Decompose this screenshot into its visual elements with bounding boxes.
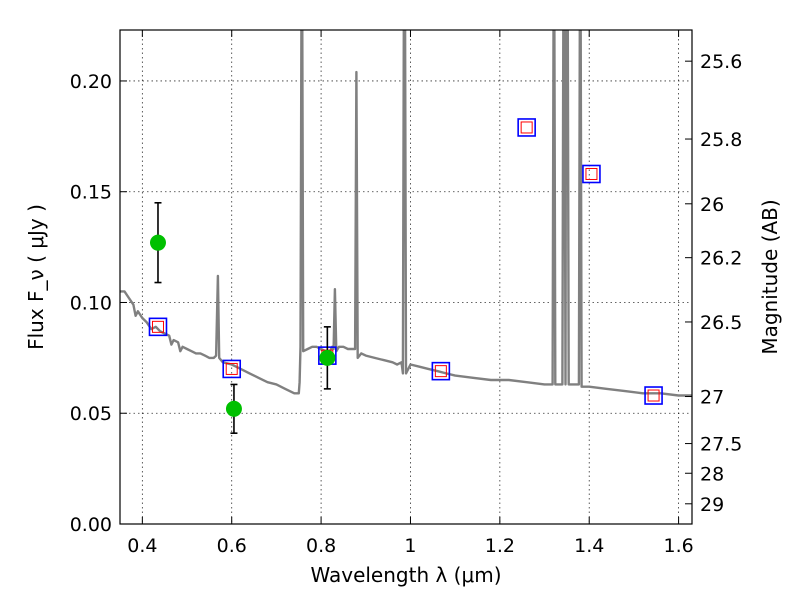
y-tick-label: 0.10 [70, 292, 112, 314]
x-tick-label: 1.4 [574, 535, 604, 557]
y-axis-right-label: Magnitude (AB) [758, 199, 782, 354]
x-axis: 0.4 0.6 0.8 1 1.2 1.4 1.6 [127, 30, 694, 557]
model-photometry-inner-square [225, 362, 238, 375]
mag-tick-label: 27.5 [700, 434, 742, 456]
observed-photometry-point [225, 400, 242, 417]
series-group [120, 30, 692, 434]
mag-tick-label: 26.5 [700, 312, 742, 334]
model-photometry-square [517, 118, 536, 137]
y-axis-label: Flux F_ν ( μJy ) [24, 204, 48, 350]
y-tick-label: 0.00 [70, 514, 112, 536]
x-tick-label: 1.6 [663, 535, 693, 557]
y-tick-label: 0.20 [70, 71, 112, 93]
mag-tick-label: 28 [700, 463, 724, 485]
plot-series [120, 30, 692, 434]
mag-tick-label: 25.8 [700, 129, 742, 151]
x-tick-label: 0.4 [127, 535, 157, 557]
x-tick-label: 1.2 [485, 535, 515, 557]
y-tick-label: 0.05 [70, 403, 112, 425]
mag-tick-label: 26.2 [700, 248, 742, 270]
model-photometry-inner-square [647, 389, 660, 402]
model-photometry-square [222, 359, 242, 379]
model-photometry-square [148, 317, 168, 337]
mag-tick-label: 25.6 [700, 51, 742, 73]
observed-photometry-point [149, 234, 166, 251]
model-photometry-inner-square [520, 121, 533, 134]
model-photometry-inner-square [585, 167, 598, 180]
mag-tick-label: 27 [700, 387, 724, 409]
model-photometry-square [431, 361, 451, 381]
model-photometry-inner-square [151, 320, 164, 333]
mag-tick-label: 29 [700, 494, 724, 516]
y-axis-right: 25.6 25.8 26 26.2 26.5 27 27.5 28 29 [685, 51, 742, 516]
model-photometry-square [582, 164, 601, 184]
x-axis-label: Wavelength λ (μm) [310, 563, 501, 587]
observed-photometry-point [319, 349, 336, 366]
x-tick-label: 0.6 [217, 535, 247, 557]
x-tick-label: 0.8 [306, 535, 336, 557]
y-tick-label: 0.15 [70, 182, 112, 204]
model-photometry-square [644, 386, 663, 405]
plot-frame [119, 29, 693, 525]
y-axis-left: 0.00 0.05 0.10 0.15 0.20 [70, 71, 127, 536]
x-tick-label: 1 [404, 535, 416, 557]
mag-tick-label: 26 [700, 194, 724, 216]
spectrum-line [120, 30, 692, 397]
model-photometry-inner-square [434, 365, 447, 378]
